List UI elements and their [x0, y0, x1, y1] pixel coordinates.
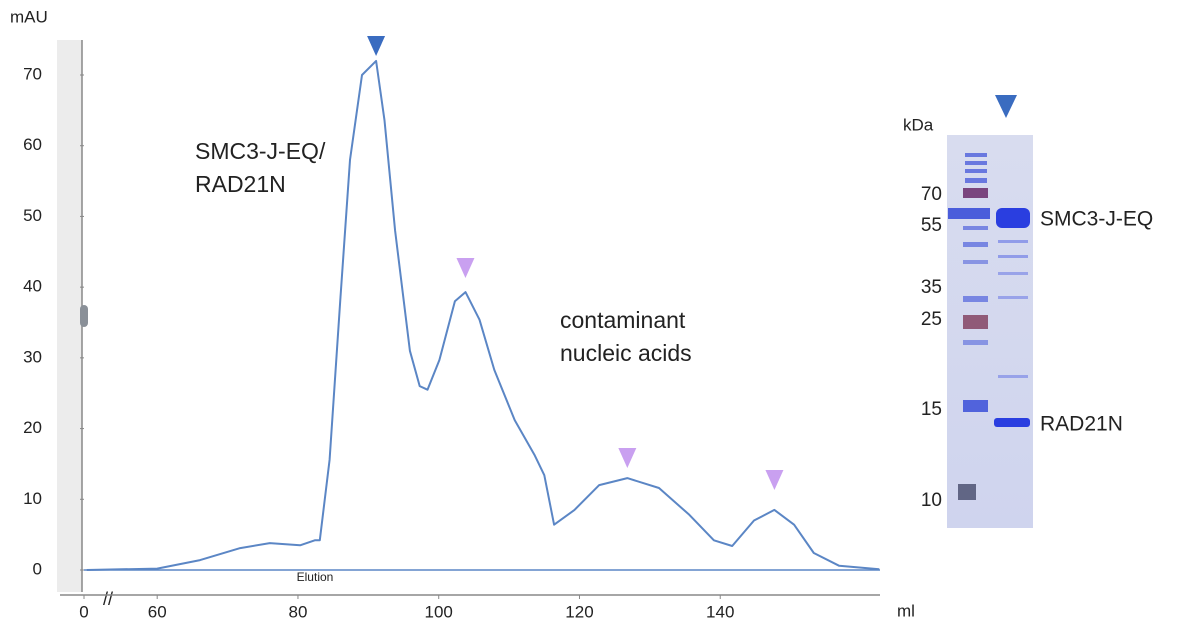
band-label: RAD21N — [1040, 413, 1123, 436]
x-tick-label: 120 — [565, 602, 593, 621]
gel: kDa — [903, 95, 1033, 528]
axis-break: // — [103, 589, 113, 609]
marker-label: 70 — [921, 184, 942, 205]
x-tick-label: 0 — [79, 602, 88, 621]
y-tick-label: 10 — [23, 489, 42, 508]
axis-panel — [57, 40, 82, 592]
marker-label: 55 — [921, 215, 942, 236]
y-tick-label: 60 — [23, 135, 42, 154]
peak-marker — [618, 448, 637, 468]
peak-marker — [367, 36, 386, 56]
x-tick-label: 80 — [288, 602, 307, 621]
marker-label: 25 — [921, 309, 942, 330]
marker-label: 10 — [921, 490, 942, 511]
y-tick-label: 30 — [23, 347, 42, 366]
gel-body — [947, 135, 1033, 528]
marker-label: 15 — [921, 399, 942, 420]
y-tick-label: 20 — [23, 418, 42, 437]
baseline-label: Elution — [297, 570, 334, 584]
x-axis-label: ml — [897, 601, 915, 620]
annotation: nucleic acids — [560, 340, 692, 366]
sample-lane — [994, 208, 1030, 427]
annotation: RAD21N — [195, 171, 286, 197]
marker-label: 35 — [921, 277, 942, 298]
y-tick-label: 70 — [23, 64, 42, 83]
peak-marker — [456, 258, 475, 278]
x-tick-label: 60 — [148, 602, 167, 621]
peak-marker — [765, 470, 784, 490]
band-label: SMC3-J-EQ — [1040, 208, 1153, 231]
annotation: contaminant — [560, 307, 686, 333]
lane-marker — [995, 95, 1017, 118]
gel-unit: kDa — [903, 115, 934, 134]
ladder — [948, 153, 990, 500]
axis-knob — [80, 305, 88, 327]
x-tick-label: 140 — [706, 602, 734, 621]
y-tick-label: 50 — [23, 206, 42, 225]
annotation: SMC3-J-EQ/ — [195, 138, 326, 164]
y-tick-label: 40 — [23, 277, 42, 296]
x-tick-label: 100 — [425, 602, 453, 621]
line — [86, 59, 880, 571]
y-tick-label: 0 — [33, 559, 42, 578]
y-axis-label: mAU — [10, 7, 48, 26]
